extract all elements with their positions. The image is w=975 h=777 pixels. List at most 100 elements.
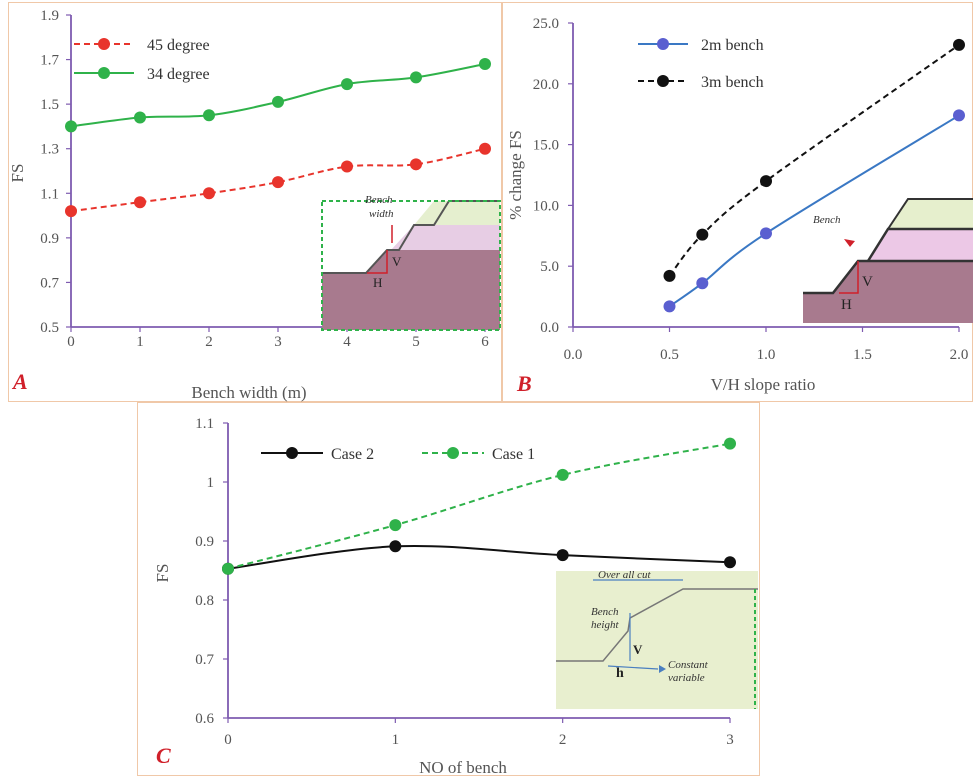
data-point [556,468,569,481]
inset-label-top: Over all cut [598,569,651,581]
x-axis-title: NO of bench [419,758,507,777]
series-line-2 [227,442,731,570]
legend-marker [98,67,110,79]
chart-panel-b: Bench V H 0.0 0.5 1.0 1.5 2.0 0.0 5.0 10.0 15.0 2… [502,2,973,402]
data-point [389,540,402,553]
data-point [479,58,491,71]
inset-pink-layer [391,225,500,250]
inset-soil-layer [366,250,500,273]
legend-label: 34 degree [147,66,210,83]
data-point [556,549,569,562]
bench-width-inset: Bench width V H [321,194,501,331]
inset-slope-line [556,588,758,662]
inset-label-r1: Constant [668,659,709,671]
data-point [341,78,353,91]
y-tick-label: 1 [207,475,215,491]
y-tick-label: 0.7 [195,652,214,668]
y-axis-title: % change FS [506,130,525,220]
inset-v-label: V [392,254,402,269]
data-point [953,109,965,122]
x-tick-label: 2 [559,732,567,748]
inset-border [321,200,501,331]
data-point [272,176,284,189]
chart-c-svg: Over all cut Bench height V h Constant v… [153,416,758,777]
inset-vh-triangle [367,250,388,274]
bench-inset: Bench V H [803,198,973,323]
inset-h-label: H [841,297,852,313]
legend-label: 45 degree [147,37,210,54]
y-tick-label: 5.0 [540,259,559,275]
x-tick-label: 0 [224,732,232,748]
legend-label: Case 2 [331,446,374,463]
inset-arrow [844,239,855,247]
inset-v-label: V [633,642,643,657]
series-line-1 [668,114,960,308]
inset-vh-triangle [839,261,859,294]
x-tick-label: 1 [136,334,144,350]
inset-h-label: h [616,666,624,681]
legend-marker [657,38,669,50]
y-tick-label: 0.8 [195,593,214,609]
chart-panel-a: Bench width V H 0 1 2 3 4 5 6 0.5 0.7 0.9 1.1 1.3 1.… [8,2,502,402]
inset-soil-base [803,293,973,323]
data-point [724,437,736,450]
data-point [760,175,772,188]
y-tick-label: 0.9 [40,231,59,247]
inset-pink-layer [868,229,973,261]
inset-label: Bench [813,214,841,226]
inset-slope-line-1 [803,259,973,295]
y-tick-label: 1.1 [40,186,59,202]
chart-b-axes [568,22,960,332]
inset-background [556,571,758,709]
data-point [65,120,77,133]
data-point [203,109,215,122]
inset-soil-layer [833,261,973,293]
inset-green-layer [414,201,500,225]
chart-a-svg: Bench width V H 0 1 2 3 4 5 6 0.5 0.7 0.9 1.1 1.3 1.… [8,8,501,402]
series-line-2 [668,44,960,277]
panel-label-b: B [517,371,532,396]
inset-green-layer [888,199,973,229]
y-tick-label: 1.9 [40,8,59,24]
data-point [479,142,491,155]
y-tick-label: 0.9 [195,534,214,550]
y-tick-label: 20.0 [533,77,559,93]
x-tick-label: 3 [726,732,734,748]
data-point [203,187,215,200]
over-all-cut-inset: Over all cut Bench height V h Constant v… [556,569,758,709]
x-tick-label: 6 [481,334,489,350]
inset-slope-line-3 [887,198,973,230]
x-tick-label: 1 [392,732,400,748]
y-axis-title: FS [8,164,27,183]
y-tick-label: 1.1 [195,416,214,432]
data-point [410,158,422,171]
data-point [410,71,422,84]
y-tick-label: 15.0 [533,138,559,154]
y-tick-label: 10.0 [533,198,559,214]
x-tick-label: 1.5 [853,347,872,363]
chart-panel-c: Over all cut Bench height V h Constant v… [137,402,760,777]
legend-label: Case 1 [492,446,535,463]
inset-label-r2: variable [668,672,705,684]
panel-label-c: C [156,743,171,768]
y-tick-label: 0.6 [195,711,214,727]
x-axis-title: Bench width (m) [191,383,306,402]
inset-label-top: Bench [365,194,393,206]
y-tick-label: 0.5 [40,320,59,336]
inset-label-mid1: Bench [591,606,619,618]
y-axis-title: FS [153,564,172,583]
x-tick-label: 0 [67,334,75,350]
data-point [341,160,353,173]
y-tick-label: 1.5 [40,97,59,113]
data-point [724,556,736,569]
data-point [696,277,709,290]
x-tick-label: 0.0 [564,347,583,363]
inset-arrow-line [607,665,659,670]
legend-marker [447,447,459,459]
data-point [134,111,146,124]
inset-arrow-head [659,665,666,673]
data-point [696,228,709,241]
panel-label-a: A [13,369,28,394]
series-line-1 [227,544,731,570]
legend-marker [657,75,669,87]
